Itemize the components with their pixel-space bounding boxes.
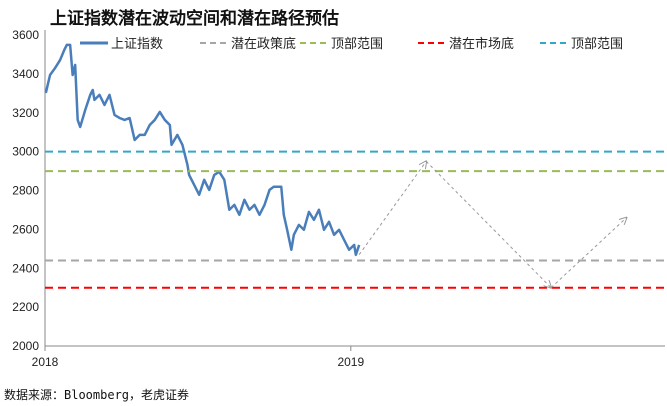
projected-path-segment [550,218,626,289]
y-tick-label: 3400 [12,67,39,81]
index-line [44,43,361,257]
y-tick-label: 2200 [12,300,39,314]
y-tick-label: 2800 [12,184,39,198]
x-tick-label: 2019 [337,355,364,369]
legend-label-0: 上证指数 [111,37,163,52]
y-tick-label: 3200 [12,106,39,120]
source-note: 数据来源：Bloomberg，老虎证券 [4,388,190,402]
y-tick-label: 3000 [12,145,39,159]
projected-path-segment [425,160,551,287]
y-tick-label: 2000 [12,339,39,353]
legend-label-2: 顶部范围 [331,37,383,52]
y-tick-label: 2400 [12,261,39,275]
legend-label-1: 潜在政策底 [231,36,296,52]
chart-title: 上证指数潜在波动空间和潜在路径预估 [50,9,339,29]
y-tick-label: 3600 [12,28,39,42]
y-tick-label: 2600 [12,222,39,236]
legend-label-3: 潜在市场底 [449,36,514,52]
legend-label-4: 顶部范围 [571,37,623,52]
x-tick-label: 2018 [32,355,59,369]
projected-path-segment [358,161,426,255]
